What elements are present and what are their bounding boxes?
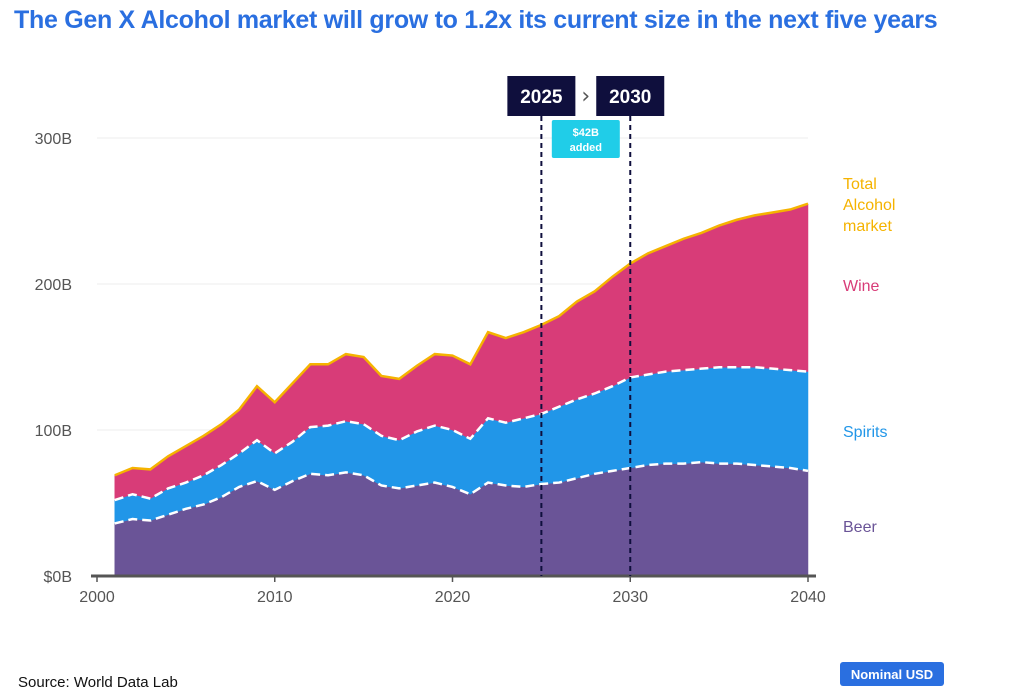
boundary-beer	[114, 460, 809, 525]
chart: $0B 100B 200B 300B 2000 2010 2020 2030 2040 2025…	[35, 76, 895, 606]
y-tick-label: 100B	[35, 423, 72, 440]
axes: $0B 100B 200B 300B 2000 2010 2020 2030 2040	[35, 131, 826, 606]
x-tick-label: 2020	[435, 589, 471, 606]
x-tick-label: 2030	[612, 589, 648, 606]
page-title: The Gen X Alcohol market will grow to 1.…	[14, 6, 938, 34]
label-spirits: Spirits	[843, 424, 887, 441]
source-note: Source: World Data Lab	[18, 674, 178, 691]
label-beer: Beer	[843, 519, 877, 536]
y-tick-label: 200B	[35, 277, 72, 294]
stacked-areas	[114, 203, 809, 577]
total-alcohol-line	[114, 202, 809, 477]
marker-box-2030	[596, 76, 665, 116]
x-tick-label: 2000	[79, 589, 115, 606]
marker-box-2025	[507, 76, 576, 116]
nominal-usd-badge[interactable]: Nominal USD	[840, 662, 944, 686]
x-tick-label: 2040	[790, 589, 826, 606]
marker-label-2030: 2030	[609, 87, 651, 108]
label-total-line-3: market	[843, 218, 892, 235]
label-wine: Wine	[843, 278, 880, 295]
series-labels: Total Alcohol market Wine Spirits Beer	[843, 176, 895, 536]
boundary-spirits	[114, 365, 809, 502]
series-boundaries	[114, 202, 809, 525]
marker-separator-icon: ›	[581, 84, 590, 109]
y-tick-label: $0B	[44, 569, 72, 586]
label-total-line-2: Alcohol	[843, 197, 895, 214]
marker-label-2025: 2025	[520, 87, 563, 108]
year-markers: 2025 2030 › $42B added	[507, 76, 665, 576]
added-annotation-box	[551, 120, 620, 158]
x-tick-label: 2010	[257, 589, 293, 606]
added-annotation-text: added	[570, 142, 602, 154]
label-total-line-1: Total	[843, 176, 877, 193]
y-tick-label: 300B	[35, 131, 72, 148]
added-annotation-amount: $42B	[573, 127, 599, 139]
